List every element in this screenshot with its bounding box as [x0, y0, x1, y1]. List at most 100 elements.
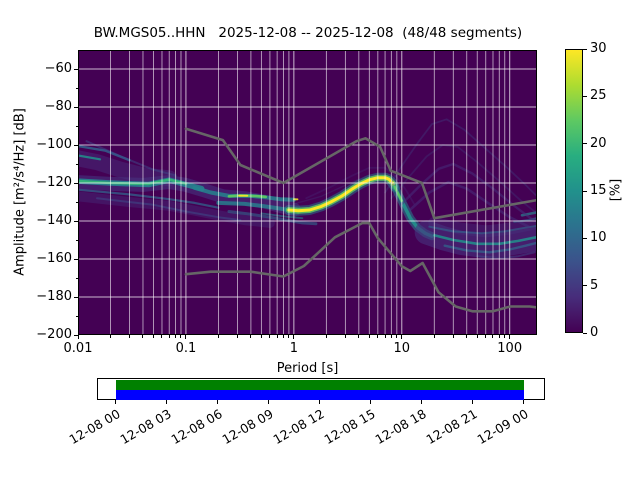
- colorbar-tick-mark: [583, 48, 587, 50]
- x-minor-tick-mark: [276, 335, 278, 338]
- colorbar-tick-mark: [583, 190, 587, 192]
- plot-title: BW.MGS05..HHN 2025-12-08 -- 2025-12-08 (…: [93, 25, 523, 41]
- x-minor-tick-mark: [260, 335, 262, 338]
- x-tick-label: 0.01: [63, 341, 93, 356]
- y-minor-tick-mark: [75, 125, 78, 127]
- y-minor-tick-mark: [75, 239, 78, 241]
- x-tick-mark: [185, 335, 187, 339]
- timeline-coverage-blue-bar: [116, 390, 524, 400]
- colorbar: [565, 49, 583, 333]
- y-tick-mark: [74, 258, 78, 260]
- y-tick-mark: [74, 144, 78, 146]
- grid-lines: [78, 50, 537, 335]
- timeline-tick-label: 12-08 03: [117, 406, 174, 448]
- y-minor-tick-mark: [75, 315, 78, 317]
- timeline-tick-mark: [522, 400, 524, 404]
- ppsd-density-streak: [393, 185, 404, 203]
- x-minor-tick-mark: [217, 335, 219, 338]
- colorbar-tick-label: 30: [590, 41, 607, 56]
- x-minor-tick-mark: [180, 335, 182, 338]
- timeline-tick-label: 12-09 00: [474, 406, 531, 448]
- colorbar-tick-mark: [583, 285, 587, 287]
- x-minor-tick-mark: [396, 335, 398, 338]
- colorbar-tick-label: 20: [590, 135, 607, 151]
- axes-spine: [78, 50, 537, 335]
- x-axis-label: Period [s]: [276, 361, 339, 376]
- timeline-tick-mark: [216, 400, 218, 404]
- ppsd-density-streak: [305, 166, 416, 205]
- x-minor-tick-mark: [174, 335, 176, 338]
- x-minor-tick-mark: [109, 335, 111, 338]
- x-minor-tick-mark: [368, 335, 370, 338]
- ppsd-density-streak: [400, 162, 533, 221]
- x-tick-label: 1: [289, 341, 298, 356]
- x-minor-tick-mark: [250, 335, 252, 338]
- x-minor-tick-mark: [498, 335, 500, 338]
- x-minor-tick-mark: [344, 335, 346, 338]
- y-tick-label: −120: [36, 175, 72, 190]
- x-minor-tick-mark: [492, 335, 494, 338]
- x-minor-tick-mark: [390, 335, 392, 338]
- y-minor-tick-mark: [75, 87, 78, 89]
- timeline-tick-mark: [165, 400, 167, 404]
- timeline-tick-mark: [420, 400, 422, 404]
- x-tick-label: 10: [393, 341, 411, 356]
- timeline-tick-label: 12-08 15: [321, 406, 378, 448]
- x-minor-tick-mark: [384, 335, 386, 338]
- ppsd-heatmap: [78, 50, 537, 335]
- colorbar-tick-label: 25: [590, 88, 607, 104]
- ppsd-density-streak: [428, 216, 537, 238]
- ppsd-density-streak: [78, 150, 178, 187]
- ppsd-density-streak: [78, 178, 188, 186]
- x-tick-label: 100: [497, 341, 523, 356]
- x-minor-tick-mark: [485, 335, 487, 338]
- timeline-tick-label: 12-08 06: [168, 406, 225, 448]
- x-minor-tick-mark: [288, 335, 290, 338]
- x-minor-tick-mark: [377, 335, 379, 338]
- colorbar-tick-label: 10: [590, 230, 607, 246]
- timeline-coverage-box: [97, 378, 545, 400]
- ppsd-density-streak: [85, 140, 177, 177]
- x-minor-tick-mark: [269, 335, 271, 338]
- x-tick-mark: [77, 335, 79, 339]
- x-minor-tick-mark: [433, 335, 435, 338]
- y-tick-label: −60: [44, 61, 72, 76]
- timeline-tick-label: 12-08 18: [372, 406, 429, 448]
- y-tick-mark: [74, 296, 78, 298]
- timeline-tick-mark: [369, 400, 371, 404]
- plot-background: [78, 50, 537, 335]
- x-minor-tick-mark: [452, 335, 454, 338]
- y-tick-label: −200: [36, 327, 72, 342]
- timeline-tick-mark: [114, 400, 116, 404]
- x-minor-tick-mark: [142, 335, 144, 338]
- x-minor-tick-mark: [168, 335, 170, 338]
- colorbar-label: [%]: [608, 178, 624, 202]
- colorbar-tick-mark: [583, 237, 587, 239]
- x-minor-tick-mark: [358, 335, 360, 338]
- timeline-tick-mark: [471, 400, 473, 404]
- x-tick-label: 0.1: [175, 341, 197, 356]
- colorbar-tick-label: 15: [590, 183, 607, 198]
- ppsd-density-streak: [384, 118, 537, 198]
- colorbar-tick-label: 5: [590, 277, 599, 293]
- timeline-tick-label: 12-08 09: [219, 406, 276, 448]
- y-minor-tick-mark: [75, 201, 78, 203]
- colorbar-tick-mark: [583, 143, 587, 145]
- y-tick-label: −100: [36, 137, 72, 152]
- ppsd-density-streak: [476, 251, 536, 260]
- x-minor-tick-mark: [466, 335, 468, 338]
- x-minor-tick-mark: [152, 335, 154, 338]
- x-tick-mark: [293, 335, 295, 339]
- colorbar-tick-label: 0: [590, 325, 599, 340]
- y-tick-label: −140: [36, 213, 72, 228]
- x-minor-tick-mark: [504, 335, 506, 338]
- nlnm-noise-model-line: [184, 221, 537, 313]
- y-tick-mark: [74, 182, 78, 184]
- timeline-tick-mark: [267, 400, 269, 404]
- colorbar-tick-mark: [583, 332, 587, 334]
- y-tick-label: −160: [36, 251, 72, 266]
- x-tick-mark: [401, 335, 403, 339]
- x-minor-tick-mark: [325, 335, 327, 338]
- y-tick-mark: [74, 220, 78, 222]
